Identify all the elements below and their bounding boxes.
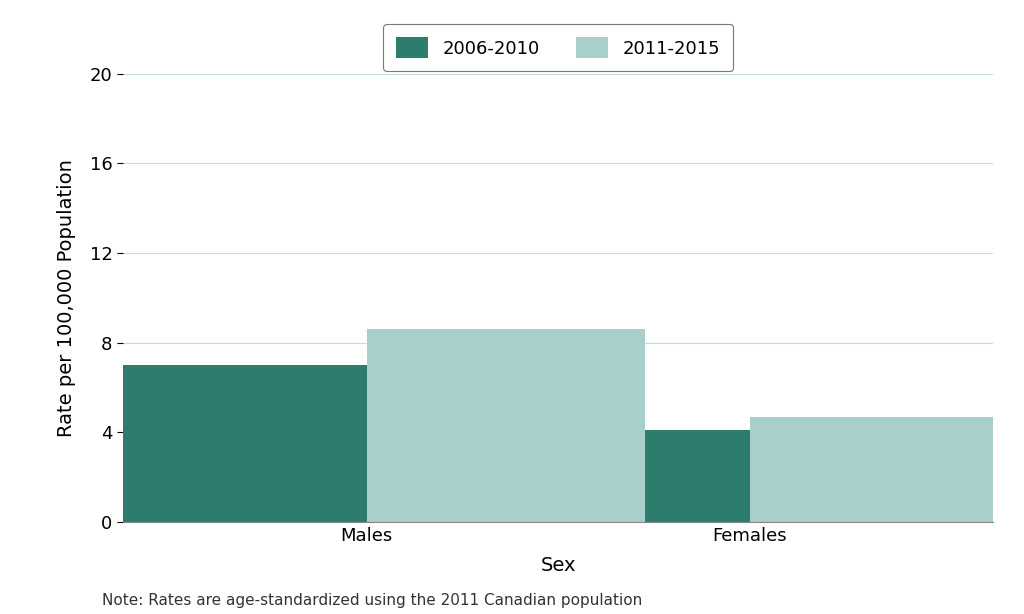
Bar xyxy=(367,329,645,522)
X-axis label: Sex: Sex xyxy=(541,556,575,575)
Y-axis label: Rate per 100,000 Population: Rate per 100,000 Population xyxy=(56,159,76,437)
Legend: 2006-2010, 2011-2015: 2006-2010, 2011-2015 xyxy=(383,25,733,71)
Bar xyxy=(88,365,367,522)
Text: Note: Rates are age-standardized using the 2011 Canadian population: Note: Rates are age-standardized using t… xyxy=(102,593,643,608)
Bar xyxy=(471,430,750,522)
Bar xyxy=(750,416,1024,522)
